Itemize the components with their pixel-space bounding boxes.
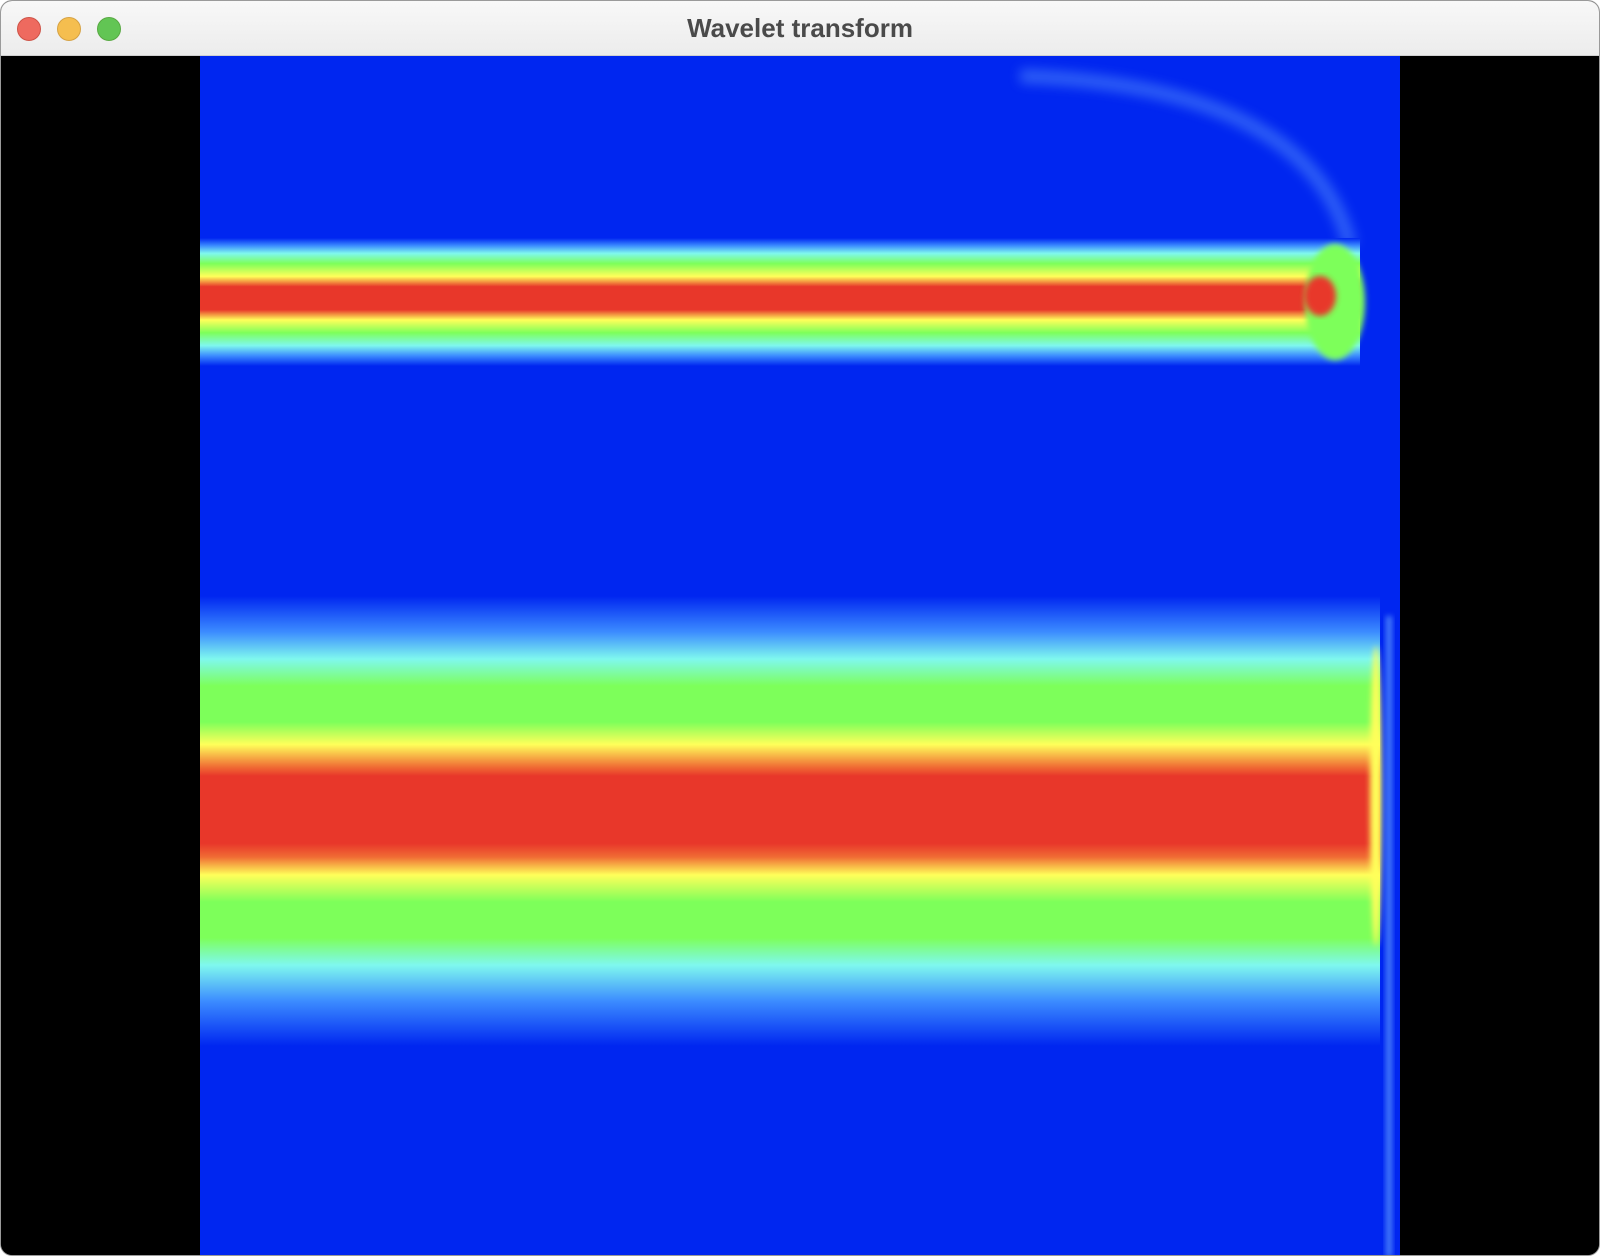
minimize-button[interactable] [57,17,81,41]
content-area [1,56,1599,1255]
window-title: Wavelet transform [687,13,913,43]
upper-band [200,238,1365,366]
lower-band [200,596,1382,1046]
close-button[interactable] [17,17,41,41]
edge-streak [1386,616,1392,1255]
title-bar[interactable]: Wavelet transform [1,1,1599,56]
maximize-button[interactable] [97,17,121,41]
scalogram-canvas [200,56,1400,1255]
edge-arc [1019,69,1357,248]
